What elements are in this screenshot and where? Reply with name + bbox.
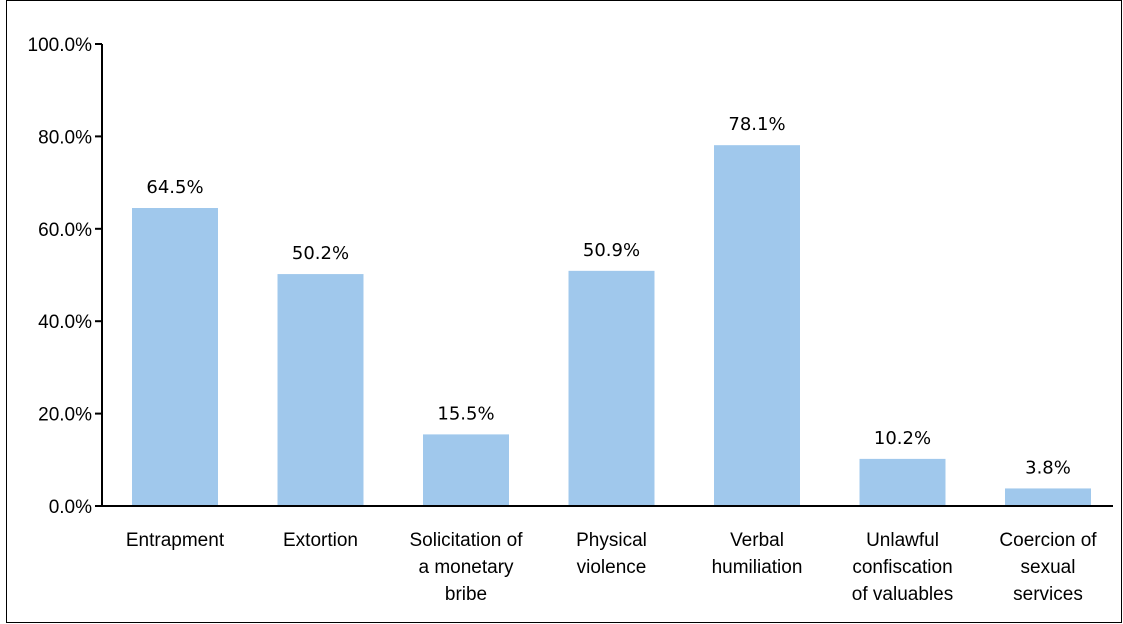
x-axis: Entrapment Extortion Solicitation of a mone… xyxy=(102,505,1113,605)
bar-chart: 0.0% 20.0% 40.0% 60.0% 80.0% 100.0% 64.5% 50.2… xyxy=(28,35,1113,605)
category-label: Entrapment xyxy=(126,530,225,551)
data-label: 10.2% xyxy=(874,428,931,449)
category-label: Coercion of sexual services xyxy=(999,530,1097,605)
bar xyxy=(132,208,218,505)
category-label: Verbal humiliation xyxy=(712,530,803,578)
data-label: 64.5% xyxy=(146,177,203,198)
data-label: 3.8% xyxy=(1025,457,1071,478)
bar xyxy=(568,270,655,505)
category-label: Physical violence xyxy=(576,530,647,578)
y-tick-label: 100.0% xyxy=(28,35,93,56)
y-tick-label: 40.0% xyxy=(38,312,92,333)
data-label: 50.9% xyxy=(583,240,640,261)
y-tick-label: 80.0% xyxy=(38,127,92,148)
bars: 64.5% 50.2% 15.5% 50.9% 78.1% 10.2% 3.8% xyxy=(132,114,1091,506)
category-label: Unlawful confiscation of valuables xyxy=(852,530,953,605)
bar xyxy=(1005,488,1091,505)
bar xyxy=(423,434,509,505)
chart-frame: 0.0% 20.0% 40.0% 60.0% 80.0% 100.0% 64.5% 50.2… xyxy=(6,0,1122,623)
data-label: 15.5% xyxy=(437,403,494,424)
category-label: Solicitation of a monetary bribe xyxy=(409,530,523,605)
bar xyxy=(277,274,364,505)
data-label: 50.2% xyxy=(292,243,349,264)
data-label: 78.1% xyxy=(728,114,785,135)
y-axis: 0.0% 20.0% 40.0% 60.0% 80.0% 100.0% xyxy=(28,35,103,518)
y-tick-label: 0.0% xyxy=(49,497,92,518)
y-tick-label: 60.0% xyxy=(38,220,92,241)
bar xyxy=(714,145,800,506)
y-tick-label: 20.0% xyxy=(38,405,92,426)
bar xyxy=(859,458,946,505)
category-label: Extortion xyxy=(283,530,358,551)
